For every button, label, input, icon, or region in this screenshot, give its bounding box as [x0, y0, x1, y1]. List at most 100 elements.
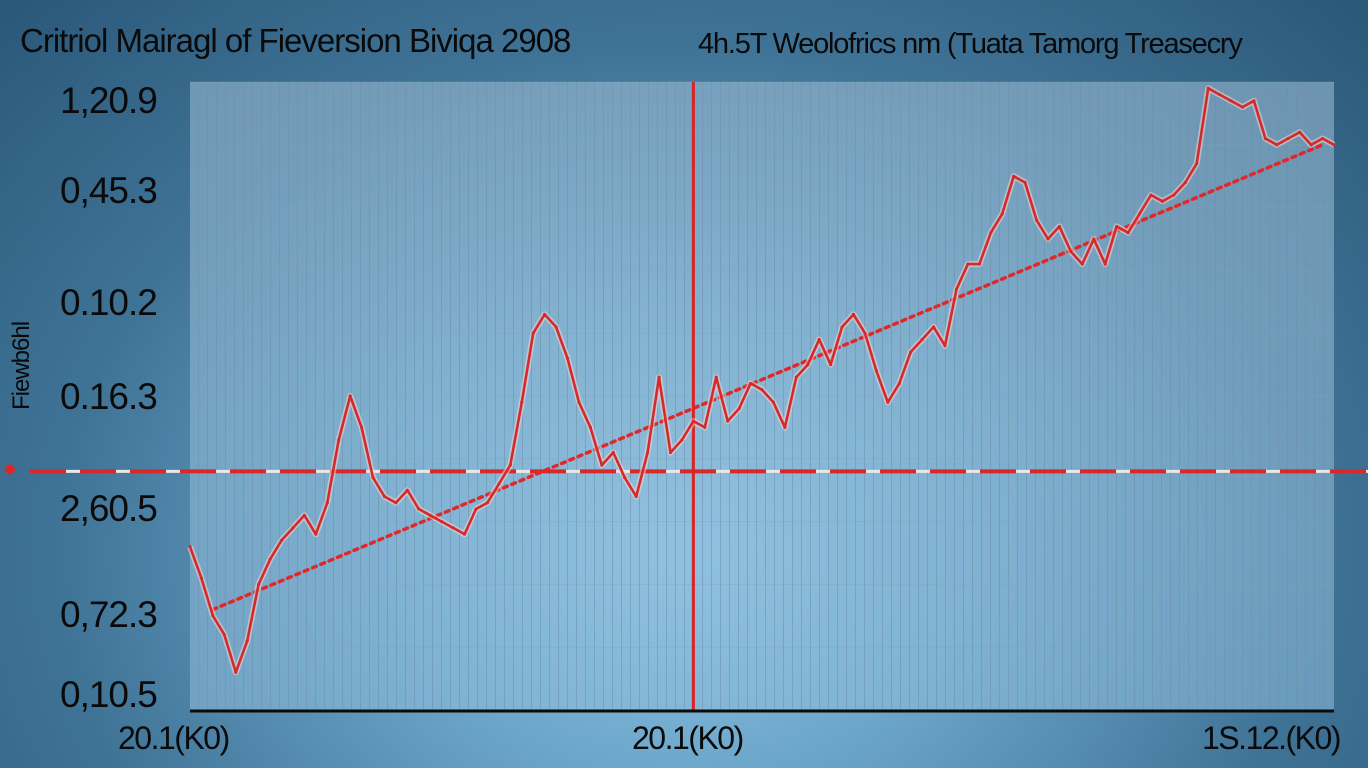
data-point: [257, 582, 261, 587]
data-point: [1172, 193, 1176, 197]
grid-lines: [190, 82, 1334, 710]
data-point: [417, 507, 421, 511]
data-point: [989, 231, 993, 235]
reference-marker-dot: [5, 464, 15, 475]
y-tick-label: 2,60.5: [60, 488, 158, 529]
data-point: [565, 356, 570, 360]
data-point: [1126, 231, 1130, 235]
data-point: [1046, 237, 1050, 241]
y-tick-label: 0.16.3: [60, 376, 158, 417]
y-tick-label: 0,45.3: [60, 170, 158, 211]
data-point: [1137, 212, 1142, 216]
data-point: [817, 337, 821, 342]
data-point: [1298, 130, 1302, 134]
data-point: [600, 463, 604, 467]
data-point: [680, 438, 684, 442]
data-point: [279, 538, 284, 543]
data-point: [302, 513, 306, 517]
data-point: [520, 400, 524, 404]
data-point: [337, 438, 341, 442]
data-point: [199, 576, 204, 580]
data-point: [462, 532, 467, 536]
data-point: [691, 419, 695, 423]
data-point: [188, 545, 192, 549]
data-point: [428, 513, 432, 517]
data-point: [1092, 237, 1096, 241]
data-point: [508, 463, 512, 467]
data-point: [726, 419, 730, 423]
chart-subtitle: 4h.5T Weolofrics nm (Tuata Tamorg Trease…: [698, 28, 1243, 60]
data-point: [314, 532, 318, 536]
data-point: [897, 381, 901, 386]
data-point: [222, 633, 226, 637]
data-point: [748, 381, 753, 386]
data-point: [325, 501, 329, 505]
data-point: [1023, 180, 1027, 185]
data-point: [360, 425, 364, 429]
data-point: [1206, 86, 1210, 90]
data-point: [577, 400, 581, 404]
data-point: [771, 400, 776, 404]
data-point: [874, 369, 879, 373]
data-point: [531, 331, 535, 335]
data-point: [909, 350, 913, 354]
data-point: [451, 526, 455, 530]
data-point: [932, 325, 936, 329]
data-point: [1057, 224, 1062, 229]
data-point: [783, 425, 787, 429]
data-point: [1275, 143, 1279, 147]
data-point: [1080, 262, 1084, 266]
data-point: [543, 312, 547, 316]
data-point: [920, 337, 924, 342]
data-point: [497, 482, 501, 486]
data-point: [611, 450, 615, 455]
data-point: [394, 501, 398, 505]
data-point: [714, 375, 718, 379]
data-point: [291, 526, 295, 530]
data-point: [737, 406, 741, 411]
data-point: [1183, 180, 1187, 185]
x-tick-label: 20.1(K0): [118, 720, 230, 756]
chart-title: Critriol Mairagl of Fieversion Biviqa 29…: [20, 22, 571, 59]
data-point: [1263, 136, 1267, 141]
data-point: [1115, 224, 1119, 229]
data-point: [1240, 105, 1245, 109]
data-point: [806, 363, 810, 367]
data-point: [886, 400, 890, 404]
data-point: [646, 450, 650, 455]
data-point: [977, 262, 981, 266]
data-point: [840, 325, 844, 329]
data-point: [954, 287, 959, 291]
data-point: [794, 375, 798, 379]
data-point: [211, 614, 215, 618]
data-point: [1160, 199, 1164, 203]
data-point: [485, 501, 490, 505]
x-tick-label: 1S.12.(K0): [1202, 720, 1341, 756]
data-point: [245, 639, 249, 643]
data-point: [703, 425, 707, 429]
data-point: [1069, 249, 1073, 254]
data-point: [1252, 99, 1256, 103]
data-point: [657, 375, 661, 379]
data-point: [1195, 162, 1199, 166]
x-tick-label: 20.1(K0): [632, 720, 744, 756]
data-point: [382, 494, 387, 499]
data-point: [1309, 143, 1313, 147]
y-tick-label: 1,20.9: [60, 80, 158, 121]
data-point: [1320, 136, 1325, 141]
data-point: [588, 425, 593, 429]
data-point: [1332, 143, 1336, 147]
data-point: [234, 670, 238, 674]
data-point: [1286, 136, 1290, 141]
y-tick-label: 0,10.5: [60, 674, 158, 715]
data-point: [863, 331, 867, 335]
data-point: [623, 476, 627, 480]
data-point: [1000, 212, 1004, 216]
data-point: [829, 363, 833, 367]
data-point: [371, 476, 375, 480]
y-tick-label: 0,72.3: [60, 594, 158, 635]
data-point: [405, 488, 409, 492]
data-point: [1218, 92, 1222, 97]
data-point: [943, 344, 947, 348]
